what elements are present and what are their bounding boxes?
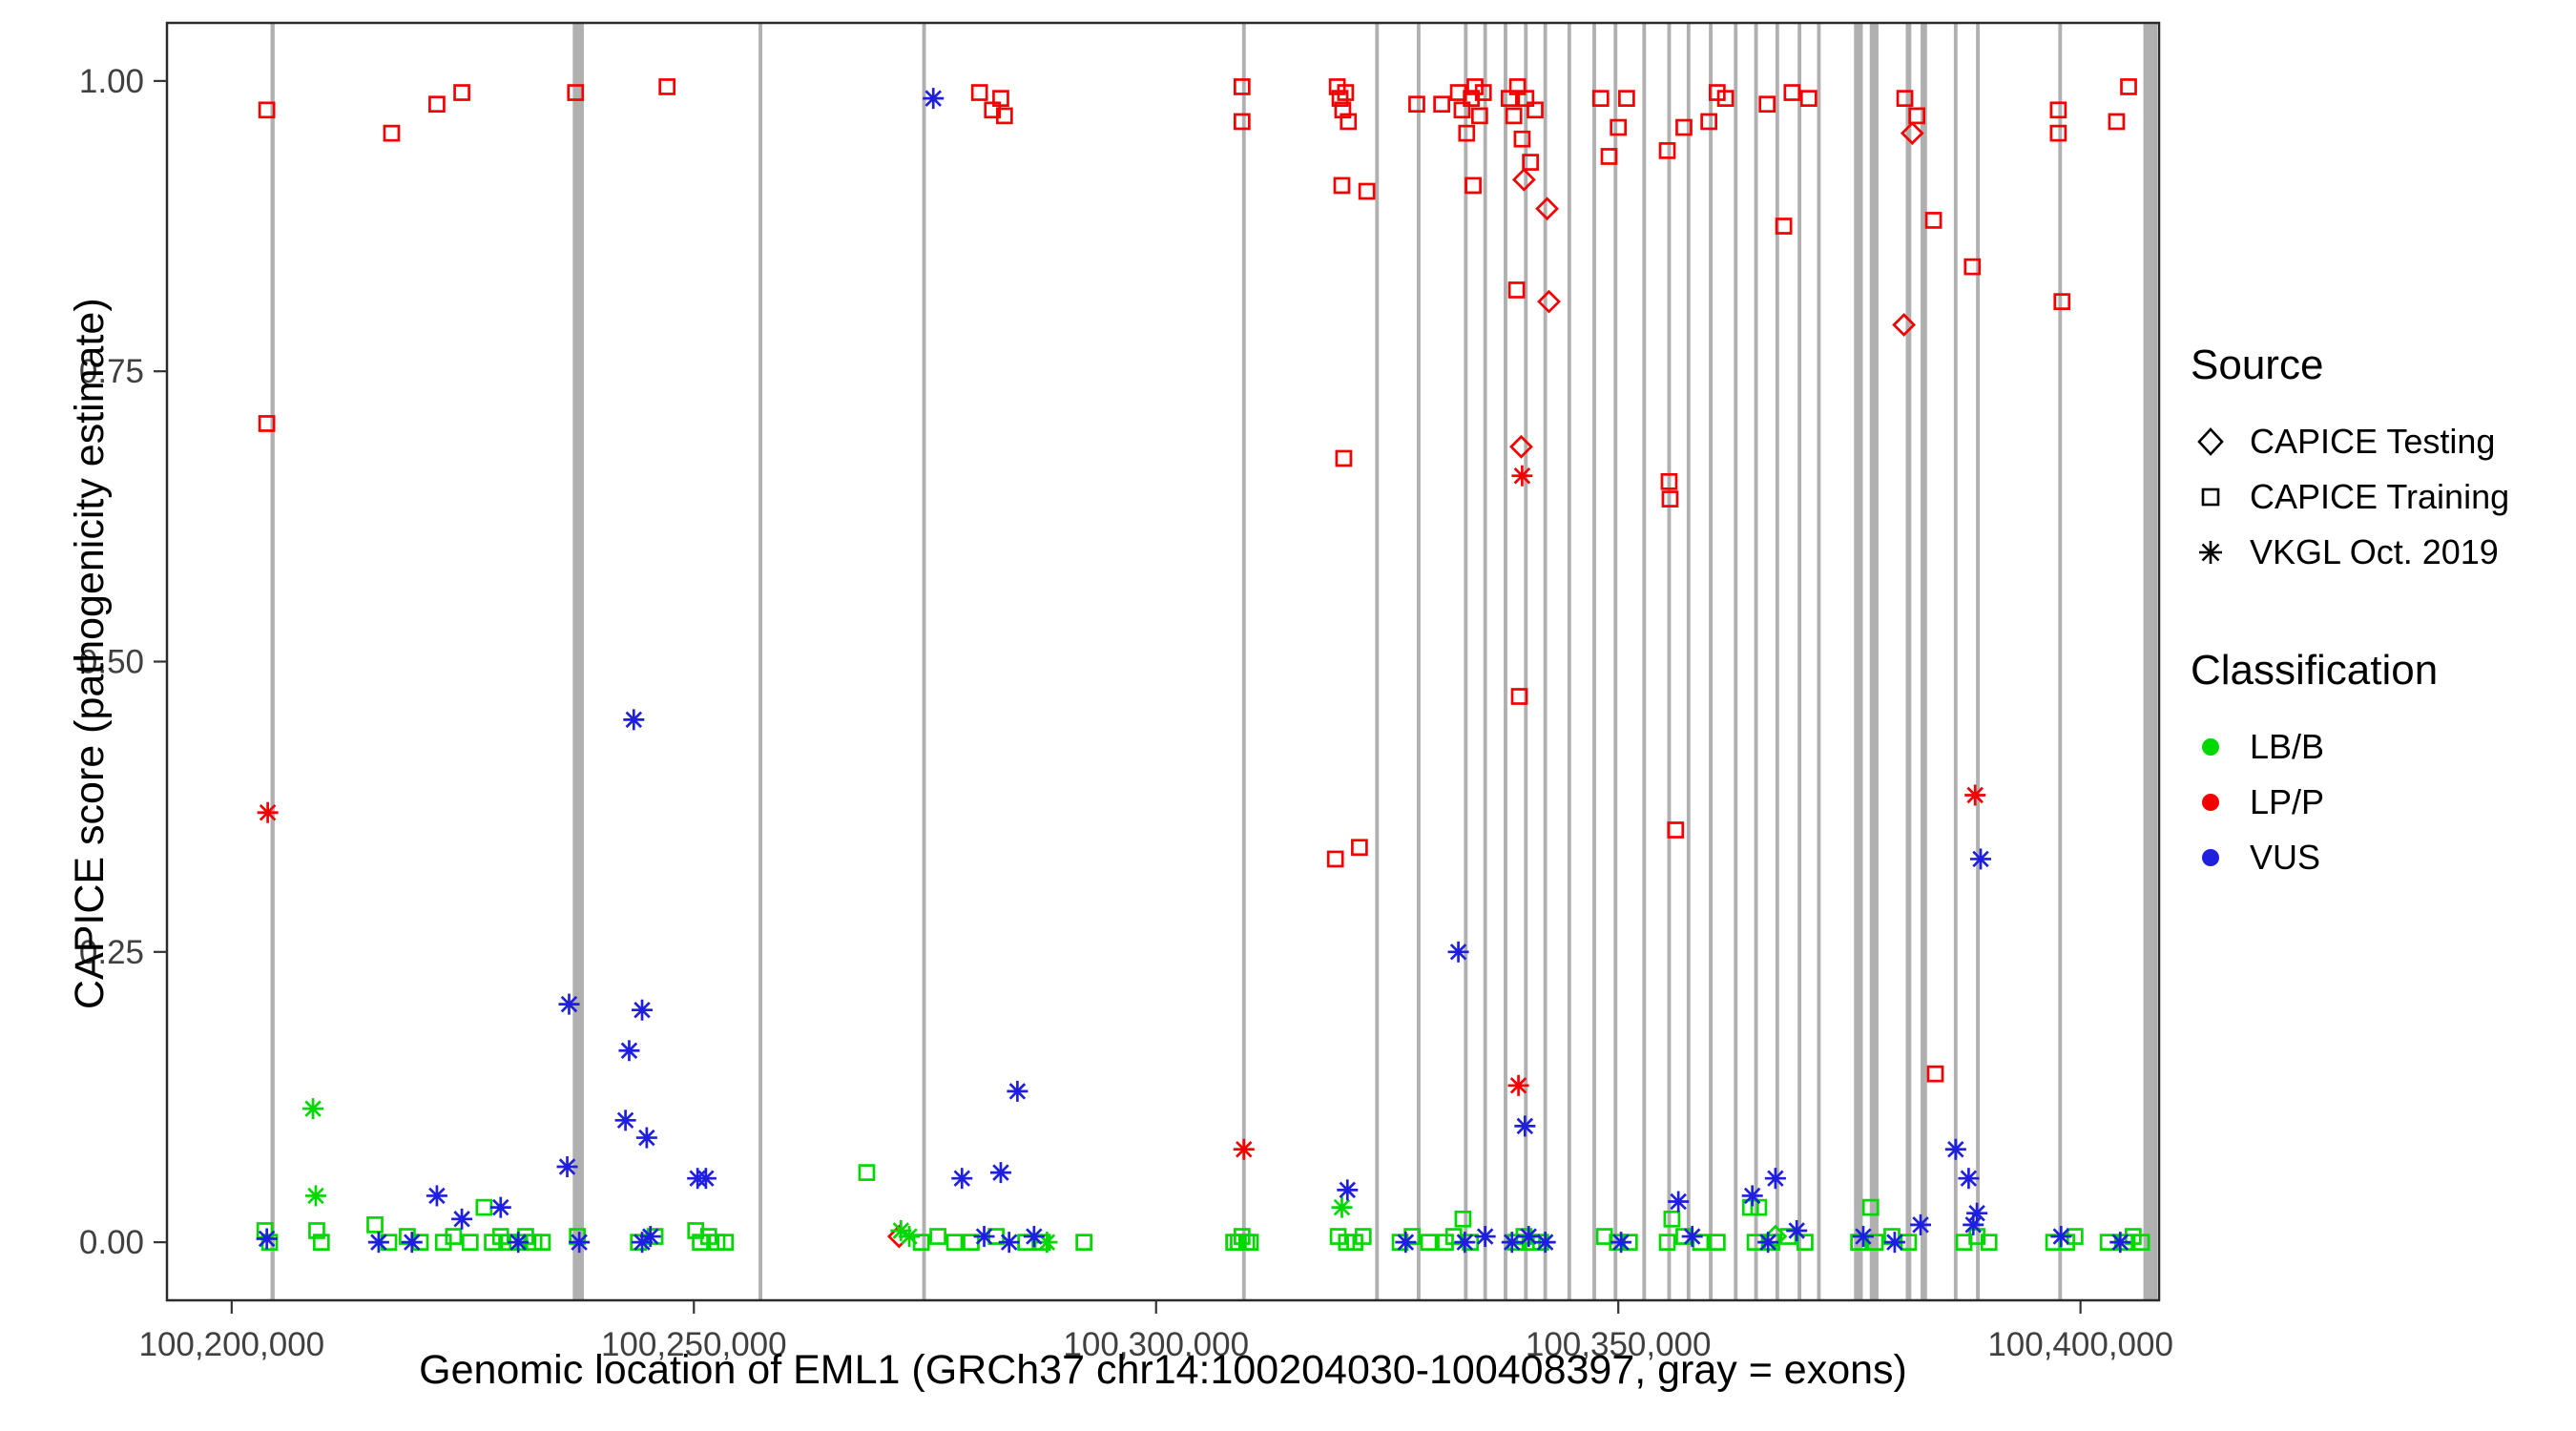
y-axis: 0.00 0.25 0.50 0.75 1.00	[79, 63, 167, 1261]
legend-item-vkgl: VKGL Oct. 2019	[2191, 525, 2572, 580]
legend: Source CAPICE Testing CAPICE Training	[2191, 342, 2572, 885]
legend-source: Source CAPICE Testing CAPICE Training	[2191, 342, 2572, 580]
svg-text:0.75: 0.75	[79, 353, 144, 390]
x-axis: 100,200,000 100,250,000 100,300,000 100,350…	[139, 1300, 2173, 1363]
svg-text:0.50: 0.50	[79, 644, 144, 681]
legend-item-vus: VUS	[2191, 830, 2572, 885]
legend-item-label: CAPICE Training	[2250, 477, 2510, 516]
series-vkgl-vus	[256, 88, 2131, 1254]
legend-item-label: VKGL Oct. 2019	[2250, 532, 2499, 571]
legend-classification-title: Classification	[2191, 647, 2439, 694]
square-icon	[2191, 477, 2231, 517]
svg-text:1.00: 1.00	[79, 63, 144, 100]
legend-item-lpp: LP/P	[2191, 775, 2572, 830]
diamond-icon	[2191, 422, 2231, 462]
svg-text:100,200,000: 100,200,000	[139, 1326, 325, 1363]
legend-classification: Classification LB/B LP/P VUS	[2191, 647, 2572, 885]
series-vkgl-lp-p	[257, 465, 1986, 1160]
series-capice-testing-lp-p	[886, 121, 1924, 1249]
legend-item-label: LB/B	[2250, 727, 2325, 766]
legend-item-capice-testing: CAPICE Testing	[2191, 414, 2572, 469]
x-axis-title: Genomic location of EML1 (GRCh37 chr14:1…	[419, 1347, 1907, 1393]
legend-item-label: CAPICE Testing	[2250, 422, 2496, 461]
svg-text:0.00: 0.00	[79, 1224, 144, 1261]
blue-dot-icon	[2191, 838, 2231, 878]
asterisk-icon	[2191, 532, 2231, 572]
legend-item-lbb: LB/B	[2191, 719, 2572, 775]
exon-bars	[270, 23, 2158, 1300]
svg-text:0.25: 0.25	[79, 934, 144, 971]
svg-text:100,350,000: 100,350,000	[1526, 1326, 1712, 1363]
legend-source-title: Source	[2191, 342, 2324, 388]
green-dot-icon	[2191, 727, 2231, 767]
y-axis-title: CAPICE score (pathogenicity estimate)	[67, 298, 113, 1009]
legend-item-label: LP/P	[2250, 782, 2325, 821]
series-capice-training-lp-p	[258, 78, 2137, 1083]
red-dot-icon	[2191, 782, 2231, 822]
svg-text:100,300,000: 100,300,000	[1063, 1326, 1249, 1363]
series-capice-training-lb-b	[256, 1164, 2150, 1251]
legend-item-capice-training: CAPICE Training	[2191, 469, 2572, 525]
svg-text:100,250,000: 100,250,000	[601, 1326, 787, 1363]
series-vkgl-lb-b	[302, 1098, 1353, 1254]
legend-item-label: VUS	[2250, 838, 2321, 877]
svg-text:100,400,000: 100,400,000	[1987, 1326, 2173, 1363]
